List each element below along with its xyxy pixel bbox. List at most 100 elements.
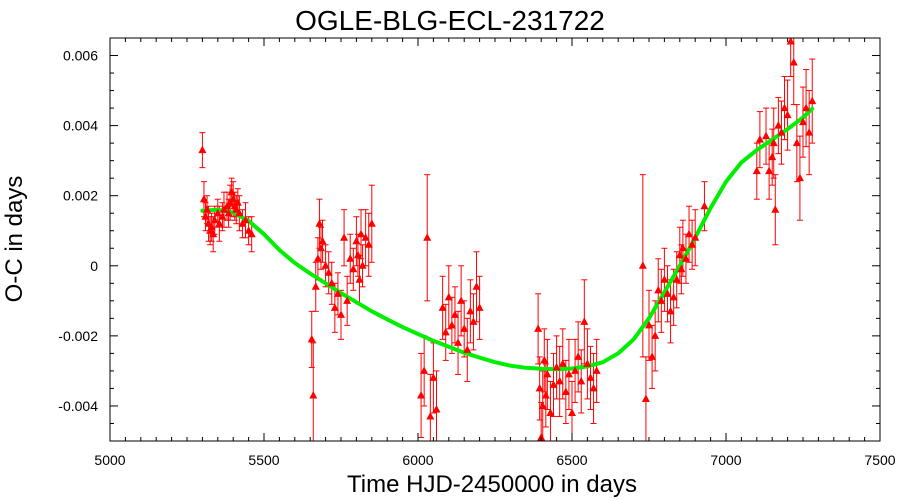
data-point <box>592 366 601 374</box>
x-tick-label: 5500 <box>248 452 279 468</box>
data-point <box>555 376 564 385</box>
y-tick-label: 0.002 <box>63 188 98 204</box>
data-point <box>201 212 210 220</box>
data-point <box>460 324 469 332</box>
data-point <box>355 275 364 283</box>
data-point <box>233 198 242 206</box>
data-point <box>417 390 426 399</box>
data-point <box>203 205 212 213</box>
data-point <box>799 117 807 126</box>
data-point <box>771 205 780 213</box>
data-point <box>229 194 238 203</box>
data-point <box>780 103 789 112</box>
data-point <box>769 138 778 147</box>
data-point <box>247 229 256 238</box>
data-point <box>638 261 647 269</box>
data-point <box>681 254 690 262</box>
data-point <box>586 373 595 381</box>
data-point <box>472 282 481 290</box>
data-point <box>367 219 376 227</box>
data-point <box>549 380 558 388</box>
data-point <box>218 212 227 220</box>
plot-area <box>198 38 817 441</box>
data-point <box>774 121 783 129</box>
data-point <box>307 334 316 343</box>
data-point <box>349 264 358 273</box>
data-point <box>423 233 432 241</box>
data-point <box>660 275 669 283</box>
data-point <box>207 222 216 231</box>
data-point <box>564 369 573 378</box>
data-point <box>654 285 663 294</box>
data-point <box>321 261 330 269</box>
data-point <box>762 131 771 140</box>
data-point <box>768 152 777 161</box>
x-tick-label: 7500 <box>864 452 895 468</box>
data-point <box>534 324 543 332</box>
data-point <box>311 282 320 290</box>
data-point <box>357 229 366 238</box>
x-tick-label: 6000 <box>402 452 433 468</box>
plot-frame <box>109 37 881 442</box>
data-point <box>199 194 208 203</box>
data-point <box>648 352 657 360</box>
data-point <box>324 268 333 276</box>
data-point <box>808 96 817 105</box>
data-point <box>678 243 687 252</box>
data-point <box>538 401 547 409</box>
data-point <box>552 362 561 371</box>
data-point <box>441 327 450 336</box>
data-point <box>209 229 218 238</box>
data-point <box>795 173 804 182</box>
data-point <box>641 394 650 402</box>
data-point <box>783 110 792 119</box>
data-point <box>805 128 814 136</box>
y-tick-label: -0.002 <box>58 328 98 344</box>
data-point <box>543 369 552 378</box>
data-point <box>241 215 250 224</box>
data-point <box>316 243 325 252</box>
x-axis-label: Time HJD-2450000 in days <box>347 471 637 498</box>
data-point <box>447 320 456 329</box>
data-point <box>224 208 233 217</box>
data-point <box>358 261 367 269</box>
data-point <box>313 254 322 262</box>
data-point <box>444 292 453 301</box>
y-tick-label: 0.006 <box>63 48 98 64</box>
data-point <box>645 320 653 329</box>
data-point <box>789 58 798 66</box>
data-point <box>432 404 441 413</box>
data-point <box>198 145 207 154</box>
data-point <box>235 208 244 217</box>
y-tick-label: -0.004 <box>58 398 98 414</box>
data-point <box>450 310 459 318</box>
data-point <box>546 408 555 416</box>
data-point <box>343 296 352 304</box>
data-point <box>210 215 219 224</box>
data-point <box>558 359 567 367</box>
data-point <box>792 138 801 147</box>
data-point <box>688 240 697 248</box>
plot-inner <box>198 38 817 441</box>
data-point <box>541 390 550 399</box>
data-point <box>675 250 684 259</box>
data-point <box>429 373 438 381</box>
x-tick-label: 5000 <box>94 452 125 468</box>
data-point <box>540 355 549 364</box>
data-point <box>580 317 589 325</box>
data-point <box>571 366 580 374</box>
data-point <box>765 166 774 175</box>
data-point <box>475 303 484 311</box>
data-point <box>353 250 362 259</box>
data-point <box>755 135 764 143</box>
data-point <box>786 38 795 45</box>
axes: 5000 5500 6000 6500 7000 7500 -0.004 -0.002 0 0.0… <box>58 37 896 468</box>
data-point <box>426 411 435 420</box>
data-point <box>352 236 361 245</box>
data-point <box>568 408 576 416</box>
fit-curve <box>200 106 815 372</box>
data-point <box>574 352 583 360</box>
y-tick-label: 0 <box>90 258 98 274</box>
data-point <box>340 233 349 241</box>
